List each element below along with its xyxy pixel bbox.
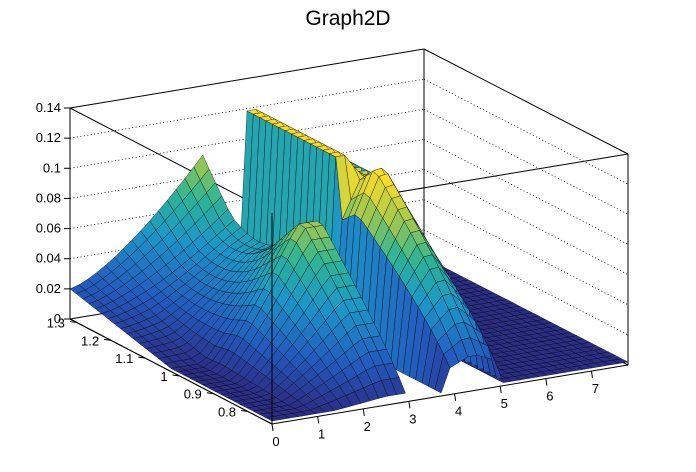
x-tick-mark [317, 416, 320, 424]
x-tick-label: 5 [501, 396, 508, 411]
y-tick-label: 0.9 [184, 387, 202, 402]
y-tick-label: 1.1 [115, 351, 133, 366]
z-tick-label: 0.04 [36, 251, 61, 266]
x-tick-mark [362, 408, 365, 416]
box-edge [271, 364, 629, 425]
chart-title: Graph2D [305, 7, 390, 30]
y-tick-mark [206, 392, 214, 395]
surface-cell [390, 377, 406, 395]
z-gridline [423, 78, 629, 185]
x-tick-label: 1 [318, 426, 325, 441]
surface-mesh [69, 109, 629, 422]
x-tick-label: 6 [546, 389, 553, 404]
x-tick-mark [590, 370, 593, 379]
x-axis: 0 1 2 3 4 5 6 7 [271, 370, 599, 449]
y-axis: 0.8 0.9 1 1.1 1.2 1.3 [47, 316, 273, 425]
y-tick-label: 1 [160, 369, 167, 384]
z-tick-label: 0.14 [36, 100, 61, 115]
z-gridline [423, 139, 629, 245]
x-tick-mark [499, 386, 502, 394]
x-tick-mark [545, 378, 548, 386]
z-tick-label: 0 [54, 311, 61, 326]
x-tick-label: 3 [409, 411, 416, 426]
surface-cell [612, 358, 629, 364]
y-tick-mark [172, 374, 180, 377]
y-tick-mark [69, 321, 77, 324]
z-gridline [423, 108, 629, 215]
x-tick-mark [271, 423, 274, 432]
y-tick-label: 1.3 [47, 316, 65, 331]
box-edge [423, 48, 629, 155]
y-tick-label: 0.8 [218, 405, 236, 420]
y-tick-mark [138, 356, 146, 359]
x-tick-mark [454, 393, 457, 401]
z-tick-label: 0.1 [43, 160, 61, 175]
x-tick-label: 0 [272, 434, 279, 449]
z-axis: 0 0.02 0.04 0.06 0.08 0.1 0.12 0.14 [36, 100, 71, 326]
z-gridline [69, 78, 425, 139]
y-tick-mark [240, 410, 249, 413]
y-tick-mark [104, 338, 112, 341]
z-tick-label: 0.12 [36, 130, 61, 145]
z-tick-label: 0.02 [36, 281, 61, 296]
x-tick-label: 7 [592, 381, 599, 396]
box-edge [69, 48, 425, 109]
y-tick-label: 1.2 [81, 333, 99, 348]
z-tick-label: 0.06 [36, 221, 61, 236]
x-tick-mark [408, 401, 411, 409]
box-edge [69, 107, 273, 214]
z-tick-label: 0.08 [36, 190, 61, 205]
y-axis-line [69, 318, 273, 425]
x-tick-label: 2 [364, 419, 371, 434]
z-gridline [423, 169, 629, 275]
x-tick-label: 4 [455, 404, 462, 419]
